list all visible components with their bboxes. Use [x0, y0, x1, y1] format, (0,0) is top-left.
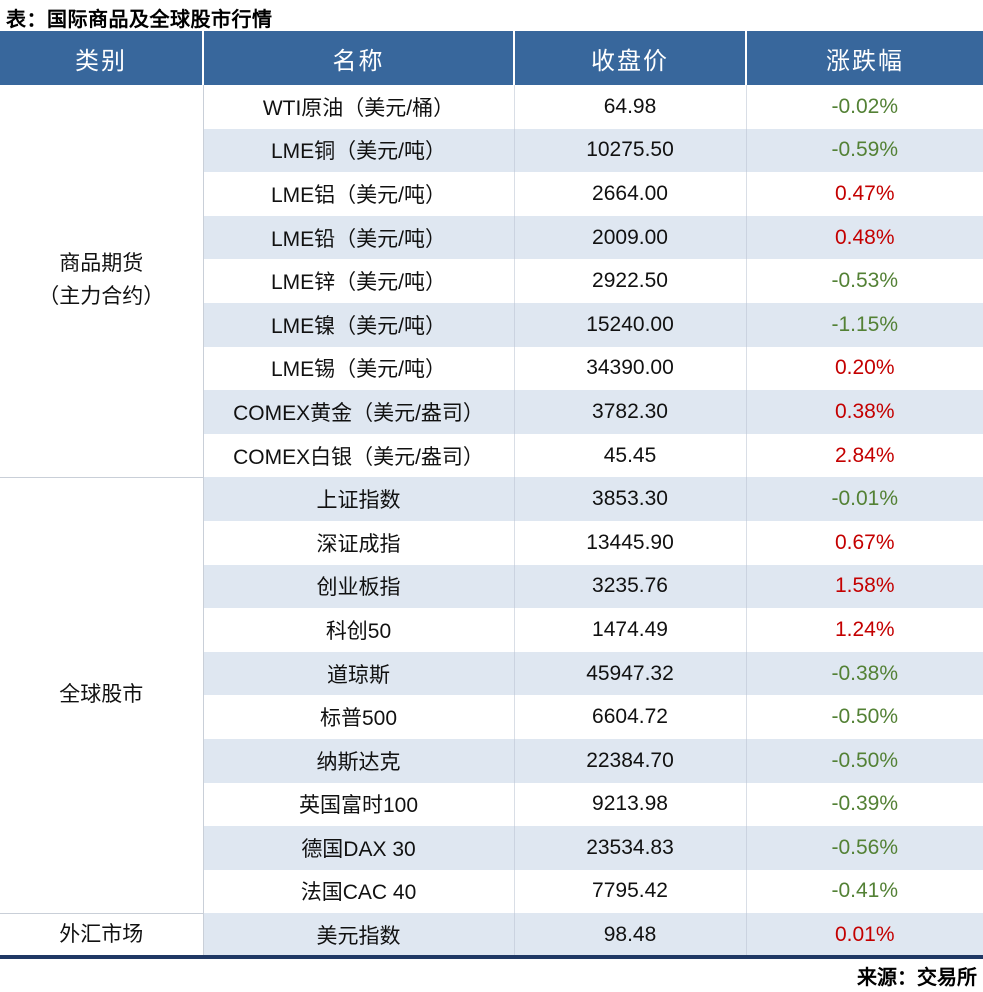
table-row: LME铅（美元/吨） 2009.00 0.48% [0, 215, 983, 260]
close-cell: 13445.90 [514, 520, 747, 565]
change-cell: -0.02% [831, 94, 899, 118]
name-cell: 上证指数 [203, 477, 515, 521]
col-header-close: 收盘价 [514, 31, 747, 85]
table-row: 道琼斯 45947.32 -0.38% [0, 651, 983, 696]
table-title: 表：国际商品及全球股市行情 [6, 9, 273, 31]
change-cell: -0.39% [831, 792, 899, 816]
table-row: LME镍（美元/吨） 15240.00 -1.15% [0, 302, 983, 347]
table-row: 法国CAC 40 7795.42 -0.41% [0, 869, 983, 914]
category-cell: 全球股市 [0, 476, 204, 914]
change-cell: -0.38% [746, 651, 983, 696]
change-cell: -0.50% [746, 738, 983, 783]
name-cell: LME铝（美元/吨） [203, 172, 515, 216]
change-cell: 0.67% [834, 530, 895, 554]
table-row: 商品期货 （主力合约） WTI原油（美元/桶） 64.98 -0.02% [0, 85, 983, 478]
name-cell: 道琼斯 [203, 651, 515, 696]
close-cell: 15240.00 [514, 302, 747, 347]
category-cell: 商品期货 （主力合约） [0, 85, 204, 478]
close-cell: 10275.50 [514, 128, 747, 173]
table-body: 商品期货 （主力合约） WTI原油（美元/桶） 64.98 -0.02% LME铜（美元… [0, 85, 983, 957]
close-cell: 2922.50 [514, 259, 747, 303]
name-cell: 法国CAC 40 [203, 869, 515, 914]
close-cell: 45.45 [514, 433, 747, 478]
name-cell: 深证成指 [203, 520, 515, 565]
table-row: 纳斯达克 22384.70 -0.50% [0, 738, 983, 783]
close-cell: 22384.70 [514, 738, 747, 783]
table-row: 深证成指 13445.90 0.67% [0, 520, 983, 565]
change-cell: 0.38% [746, 390, 983, 434]
name-cell: LME铅（美元/吨） [203, 215, 515, 260]
change-cell: 1.58% [746, 564, 983, 609]
name-cell: 德国DAX 30 [203, 826, 515, 870]
change-cell: -0.53% [831, 269, 899, 293]
table-row: LME锡（美元/吨） 34390.00 0.20% [0, 346, 983, 391]
col-header-name: 名称 [203, 31, 515, 85]
close-cell: 2009.00 [514, 215, 747, 260]
close-cell: 3235.76 [514, 564, 747, 609]
change-cell: -0.50% [831, 705, 899, 729]
name-cell: LME镍（美元/吨） [203, 302, 515, 347]
close-cell: 2664.00 [514, 172, 747, 216]
close-cell: 7795.42 [514, 869, 747, 914]
close-cell: 1474.49 [514, 608, 747, 652]
change-cell: 0.01% [746, 913, 983, 957]
close-cell: 98.48 [514, 913, 747, 957]
close-cell: 6604.72 [514, 695, 747, 739]
table-row: 英国富时100 9213.98 -0.39% [0, 782, 983, 827]
table-header: 类别 名称 收盘价 涨跌幅 [0, 31, 983, 85]
name-cell: 创业板指 [203, 564, 515, 609]
col-header-change: 涨跌幅 [746, 31, 983, 85]
close-cell: 3782.30 [514, 390, 747, 434]
header-row: 类别 名称 收盘价 涨跌幅 [0, 31, 983, 85]
name-cell: LME锡（美元/吨） [203, 346, 515, 391]
close-cell: 45947.32 [514, 651, 747, 696]
close-cell: 23534.83 [514, 826, 747, 870]
table-row: 创业板指 3235.76 1.58% [0, 564, 983, 609]
source-note: 来源：交易所 [857, 967, 977, 989]
name-cell: 美元指数 [203, 913, 515, 957]
change-cell: -0.59% [746, 128, 983, 173]
name-cell: 标普500 [203, 695, 515, 739]
name-cell: WTI原油（美元/桶） [203, 85, 515, 129]
table-row: COMEX白银（美元/盎司） 45.45 2.84% [0, 433, 983, 478]
table-bottom-border [0, 955, 983, 959]
close-cell: 64.98 [514, 85, 747, 129]
col-header-category: 类别 [0, 31, 204, 85]
name-cell: LME铜（美元/吨） [203, 128, 515, 173]
change-cell: 0.20% [834, 356, 895, 380]
market-table: 类别 名称 收盘价 涨跌幅 商品期货 （主力合约） WTI原油（美元/桶） 64.9… [0, 31, 983, 957]
name-cell: 英国富时100 [203, 782, 515, 827]
table-row: LME锌（美元/吨） 2922.50 -0.53% [0, 259, 983, 303]
table-row: 标普500 6604.72 -0.50% [0, 695, 983, 739]
table-row: LME铜（美元/吨） 10275.50 -0.59% [0, 128, 983, 173]
change-cell: 0.48% [746, 215, 983, 260]
change-cell: -0.01% [746, 477, 983, 521]
close-cell: 3853.30 [514, 477, 747, 521]
name-cell: 纳斯达克 [203, 738, 515, 783]
change-cell: -1.15% [746, 302, 983, 347]
name-cell: LME锌（美元/吨） [203, 259, 515, 303]
table-row: 德国DAX 30 23534.83 -0.56% [0, 826, 983, 870]
close-cell: 34390.00 [514, 346, 747, 391]
change-cell: 0.47% [834, 181, 895, 205]
table-row: 外汇市场 美元指数 98.48 0.01% [0, 912, 983, 957]
table-row: LME铝（美元/吨） 2664.00 0.47% [0, 172, 983, 216]
name-cell: 科创50 [203, 608, 515, 652]
close-cell: 9213.98 [514, 782, 747, 827]
table-row: COMEX黄金（美元/盎司） 3782.30 0.38% [0, 390, 983, 434]
change-cell: -0.41% [831, 879, 899, 903]
change-cell: 1.24% [834, 617, 895, 641]
name-cell: COMEX黄金（美元/盎司） [203, 390, 515, 434]
name-cell: COMEX白银（美元/盎司） [203, 433, 515, 478]
category-cell: 外汇市场 [0, 912, 204, 957]
change-cell: -0.56% [746, 826, 983, 870]
change-cell: 2.84% [834, 443, 895, 467]
table-row: 全球股市 上证指数 3853.30 -0.01% [0, 476, 983, 914]
table-row: 科创50 1474.49 1.24% [0, 608, 983, 652]
